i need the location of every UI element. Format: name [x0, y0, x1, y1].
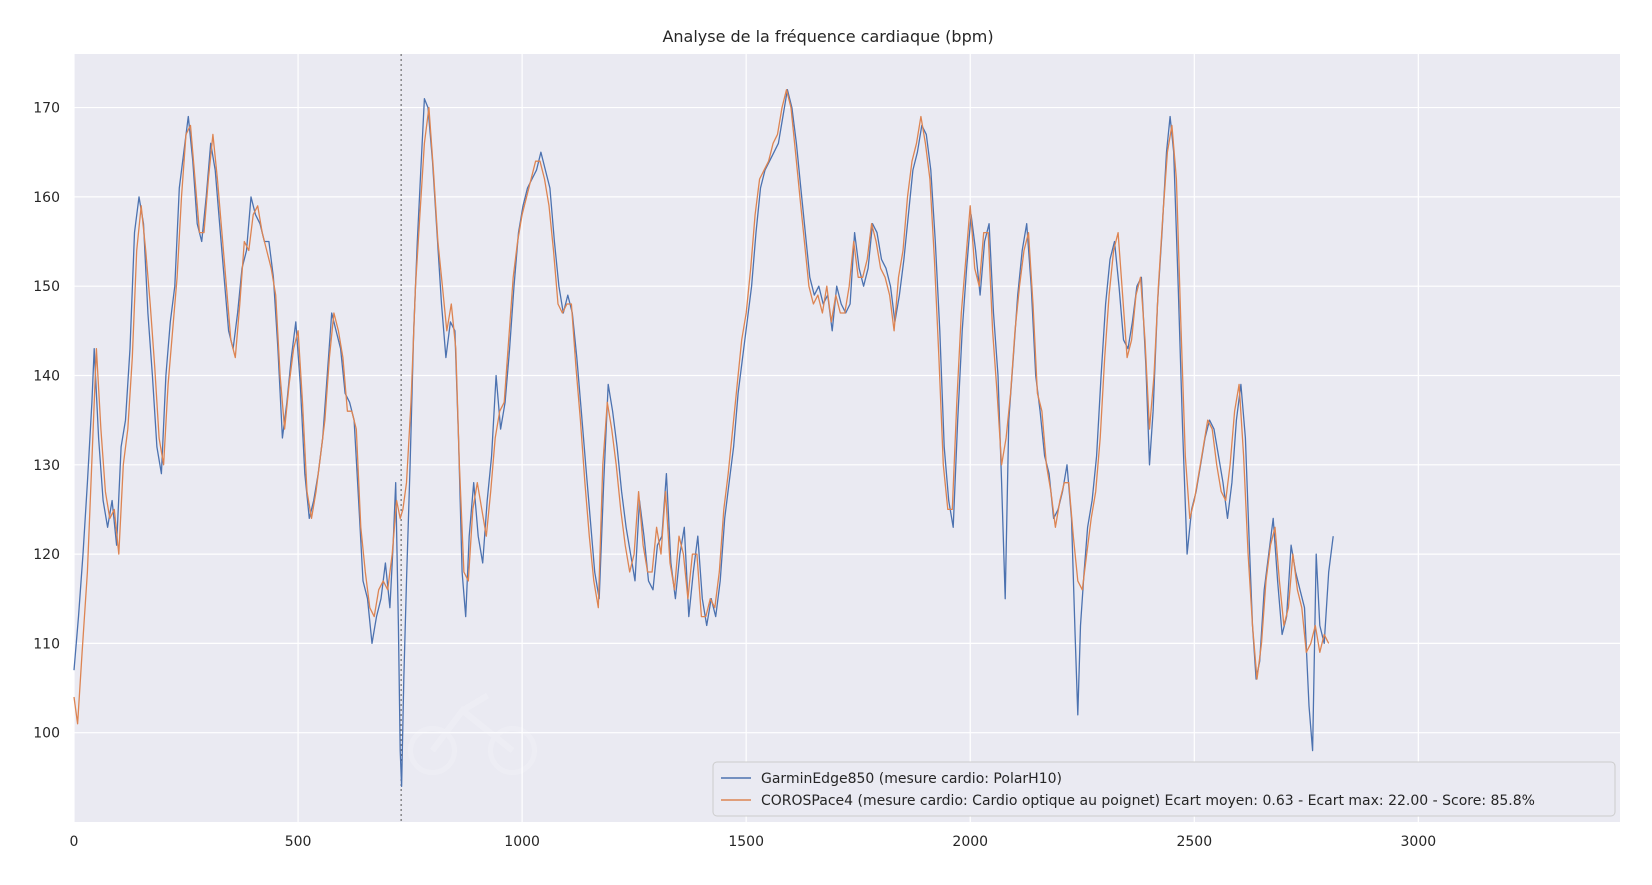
- watermark-wheel: [407, 726, 457, 776]
- legend-label: GarminEdge850 (mesure cardio: PolarH10): [761, 771, 1062, 787]
- x-tick-label: 2000: [952, 834, 988, 850]
- chart-title: Analyse de la fréquence cardiaque (bpm): [662, 27, 993, 46]
- y-tick-label: 130: [33, 458, 60, 474]
- watermark-frame: [430, 692, 515, 753]
- legend-box: [712, 761, 1616, 817]
- x-tick-label: 3000: [1401, 834, 1437, 850]
- grid-lines: [73, 54, 1620, 822]
- legend-label: COROSPace4 (mesure cardio: Cardio optiqu…: [761, 793, 1535, 809]
- x-tick-labels: 0 500 1000 1500 2000 2500 3000: [70, 834, 1437, 850]
- x-tick-label: 0: [70, 834, 79, 850]
- x-tick-label: 2500: [1176, 834, 1212, 850]
- x-tick-label: 500: [285, 834, 312, 850]
- plot-area: [74, 54, 1620, 822]
- y-tick-label: 120: [33, 547, 60, 563]
- watermark-wheel: [487, 726, 537, 776]
- y-tick-label: 150: [33, 279, 60, 295]
- y-tick-label: 170: [33, 101, 60, 117]
- y-tick-label: 160: [33, 190, 60, 206]
- y-tick-labels: 100 110 120 130 140 150 160 170: [33, 101, 60, 742]
- legend: GarminEdge850 (mesure cardio: PolarH10) C…: [712, 761, 1616, 817]
- y-tick-label: 140: [33, 368, 60, 384]
- series-lines: [73, 89, 1334, 787]
- y-tick-label: 110: [33, 636, 60, 652]
- x-tick-label: 1000: [504, 834, 540, 850]
- series-line-1: [73, 89, 1330, 725]
- y-tick-label: 100: [33, 726, 60, 742]
- x-tick-label: 1500: [728, 834, 764, 850]
- watermark-logo: [407, 692, 537, 776]
